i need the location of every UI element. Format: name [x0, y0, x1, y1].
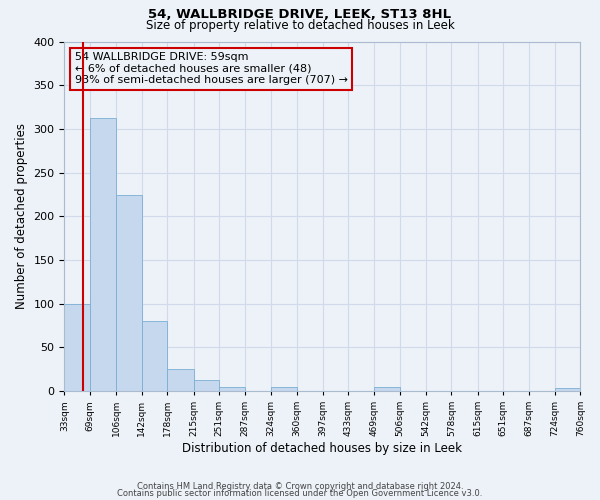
Bar	[194, 380, 219, 391]
Bar	[142, 321, 167, 391]
X-axis label: Distribution of detached houses by size in Leek: Distribution of detached houses by size …	[182, 442, 463, 455]
Bar	[167, 369, 194, 391]
Text: Contains public sector information licensed under the Open Government Licence v3: Contains public sector information licen…	[118, 489, 482, 498]
Bar	[271, 386, 296, 391]
Bar	[116, 196, 142, 391]
Bar	[90, 118, 116, 391]
Bar	[374, 386, 400, 391]
Y-axis label: Number of detached properties: Number of detached properties	[15, 124, 28, 310]
Text: Contains HM Land Registry data © Crown copyright and database right 2024.: Contains HM Land Registry data © Crown c…	[137, 482, 463, 491]
Text: Size of property relative to detached houses in Leek: Size of property relative to detached ho…	[146, 19, 454, 32]
Text: 54 WALLBRIDGE DRIVE: 59sqm
← 6% of detached houses are smaller (48)
93% of semi-: 54 WALLBRIDGE DRIVE: 59sqm ← 6% of detac…	[75, 52, 348, 85]
Text: 54, WALLBRIDGE DRIVE, LEEK, ST13 8HL: 54, WALLBRIDGE DRIVE, LEEK, ST13 8HL	[148, 8, 452, 20]
Bar	[555, 388, 580, 391]
Bar	[64, 304, 90, 391]
Bar	[219, 386, 245, 391]
